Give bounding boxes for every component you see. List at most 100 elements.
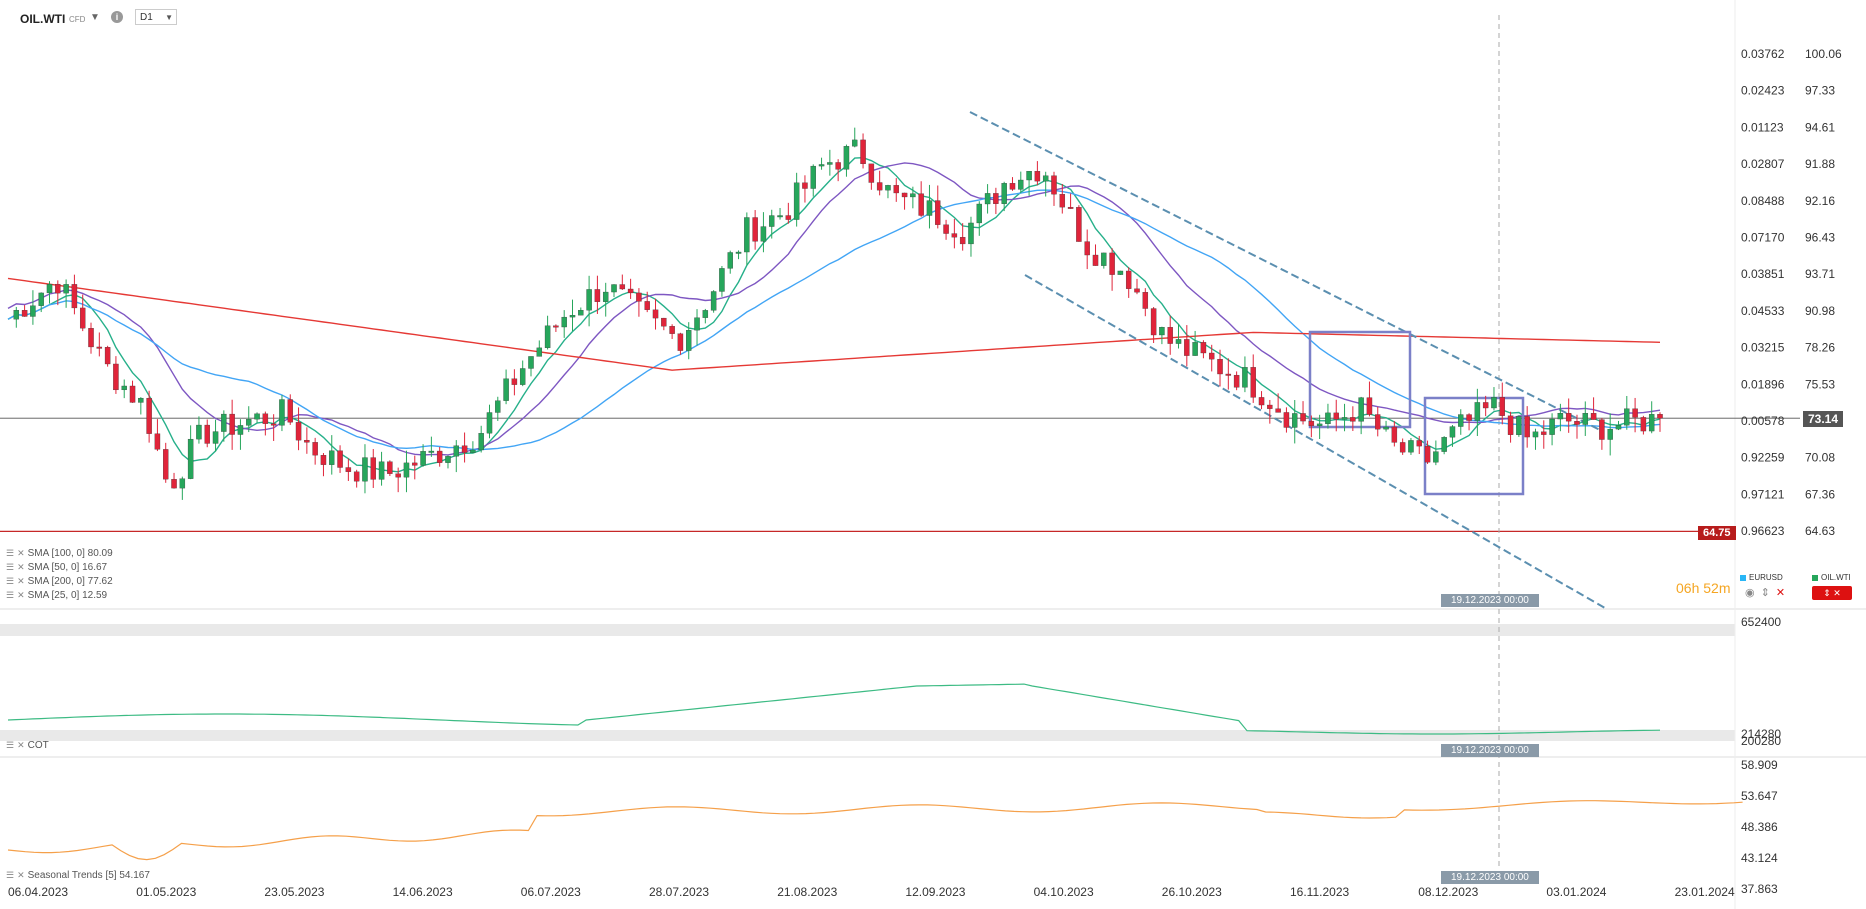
legend-oilwti-label: OIL.WTI (1821, 573, 1851, 582)
close-icon[interactable]: ✕ (17, 548, 25, 558)
candle-body (478, 433, 484, 451)
candle-body (121, 385, 127, 391)
candle-body (1300, 413, 1306, 422)
candle-body (1458, 414, 1464, 427)
close-icon[interactable]: ✕ (17, 870, 25, 880)
candle-body (1632, 408, 1638, 418)
legend-eurusd[interactable]: EURUSD (1740, 573, 1783, 582)
candle-body (146, 397, 152, 434)
date-axis-label: 01.05.2023 (136, 885, 196, 899)
candle-body (1042, 175, 1049, 182)
symbol-name[interactable]: OIL.WTI (20, 12, 66, 26)
price-axis-label-right: 97.33 (1805, 84, 1835, 98)
candle-body (1150, 308, 1157, 336)
candle-body (329, 450, 335, 465)
date-axis-label: 16.11.2023 (1290, 885, 1349, 899)
candle-body (79, 307, 86, 329)
candle-body (1333, 412, 1339, 420)
candle-body (1408, 440, 1414, 453)
candle-timer: 06h 52m (1676, 580, 1731, 596)
candle-body (312, 442, 318, 456)
price-axis-label-left: 0.03215 (1741, 341, 1785, 355)
candle-body (785, 215, 792, 220)
candle-body (1283, 412, 1290, 428)
candle-body (686, 330, 692, 351)
candle-body (71, 284, 78, 309)
candle-body (578, 310, 584, 316)
candle-body (918, 193, 924, 216)
candle-body (1350, 417, 1356, 422)
candle-body (1233, 374, 1240, 388)
candle-body (511, 378, 518, 385)
close-icon[interactable]: ✕ (17, 740, 25, 750)
candle-body (1051, 175, 1057, 195)
candle-body (1217, 358, 1223, 375)
candle-body (138, 397, 144, 403)
candle-body (1574, 421, 1580, 425)
list-icon[interactable]: ☰ (6, 870, 15, 880)
candle-body (387, 461, 393, 474)
sma50-line (7, 162, 1661, 456)
remove-compare-button[interactable]: ⇕ ✕ (1812, 586, 1852, 600)
sma100-line (7, 189, 1661, 451)
chevron-down-icon[interactable]: ▼ (90, 12, 100, 23)
legend-oilwti[interactable]: OIL.WTI (1812, 573, 1851, 582)
date-axis-label: 08.12.2023 (1418, 885, 1478, 899)
candle-body (1125, 270, 1132, 289)
candle-body (1499, 397, 1505, 416)
candle-body (13, 310, 20, 320)
candle-body (1516, 416, 1522, 435)
list-icon[interactable]: ☰ (6, 562, 15, 572)
price-axis-label-right: 93.71 (1805, 267, 1835, 281)
candle-body (295, 422, 302, 441)
candle-body (1549, 418, 1555, 435)
date-axis-label: 03.01.2024 (1546, 885, 1606, 899)
candle-body (810, 165, 816, 189)
candle-body (1267, 404, 1273, 409)
price-axis-label-left: 0.96623 (1741, 524, 1785, 538)
candle-body (1358, 397, 1364, 422)
compare-controls: ◉ ⇕ ✕ (1745, 586, 1785, 599)
candle-body (30, 305, 36, 317)
price-axis-label-right: 78.26 (1805, 341, 1835, 355)
close-icon[interactable]: ✕ (17, 590, 25, 600)
candle-body (677, 333, 684, 351)
cot-axis-label: 200280 (1741, 734, 1781, 748)
price-axis-label-left: 0.04533 (1741, 304, 1785, 318)
close-icon[interactable]: ✕ (17, 576, 25, 586)
list-icon[interactable]: ☰ (6, 576, 15, 586)
close-icon[interactable]: ✕ (1775, 587, 1786, 599)
candle-body (976, 203, 982, 224)
candle-body (528, 356, 534, 369)
list-icon[interactable]: ☰ (6, 590, 15, 600)
candle-body (204, 424, 210, 444)
candle-body (1018, 179, 1024, 190)
candle-body (1375, 414, 1381, 430)
close-icon[interactable]: ✕ (17, 562, 25, 572)
info-icon[interactable]: i (111, 11, 123, 23)
candle-body (403, 462, 410, 478)
candle-body (611, 284, 617, 293)
candle-body (420, 451, 426, 466)
candle-body (1491, 397, 1497, 409)
date-axis-label: 06.07.2023 (521, 885, 581, 899)
panel-band (0, 624, 1735, 636)
eye-icon[interactable]: ◉ (1745, 587, 1755, 599)
timeframe-select[interactable]: D1 ▼ (135, 9, 177, 25)
legend-eurusd-label: EURUSD (1749, 573, 1783, 582)
seasonal-axis-label: 48.386 (1741, 820, 1778, 834)
candle-body (885, 185, 891, 191)
list-icon[interactable]: ☰ (6, 740, 15, 750)
candle-body (154, 433, 161, 450)
price-axis-label-left: 0.02423 (1741, 84, 1785, 98)
candle-body (1059, 194, 1066, 208)
price-axis-label-right: 100.06 (1805, 47, 1842, 61)
list-icon[interactable]: ☰ (6, 548, 15, 558)
candle-body (1449, 426, 1456, 438)
sort-arrows-icon[interactable]: ⇕ (1760, 587, 1770, 599)
candle-body (1582, 413, 1589, 425)
candle-body (395, 473, 401, 478)
date-axis-label: 28.07.2023 (649, 885, 709, 899)
candle-body (1134, 288, 1140, 293)
